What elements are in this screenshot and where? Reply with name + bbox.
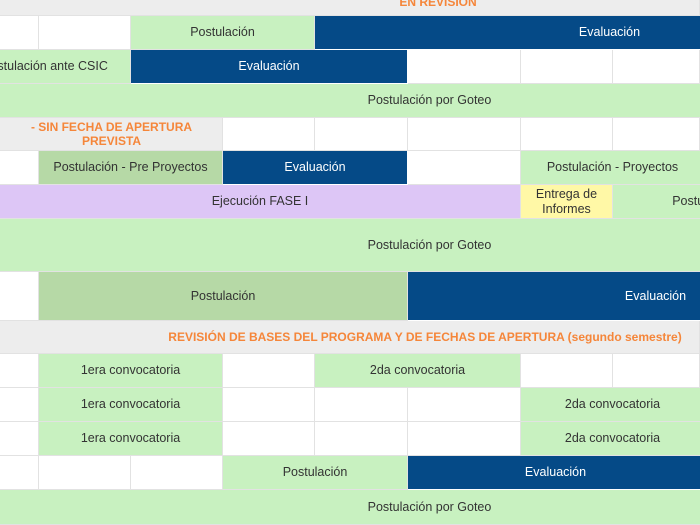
empty-cell [613, 354, 700, 388]
schedule-cell: Evaluación [131, 50, 408, 84]
empty-cell [315, 118, 408, 151]
empty-cell [408, 388, 521, 422]
empty-cell [408, 422, 521, 456]
empty-cell [223, 388, 315, 422]
schedule-cell: 2da convocatoria [521, 422, 700, 456]
empty-cell [408, 151, 521, 185]
schedule-cell: Postulación [223, 456, 408, 490]
schedule-cell: Evaluación [408, 456, 700, 490]
schedule-cell: Postulación [613, 185, 700, 219]
header-background [0, 118, 223, 151]
header-background [0, 321, 700, 354]
schedule-cell: 1era convocatoria [39, 354, 223, 388]
section-header: EN REVISIÓN [399, 0, 477, 10]
section-header: REVISIÓN DE BASES DEL PROGRAMA Y DE FECH… [168, 329, 682, 344]
empty-cell [408, 50, 521, 84]
empty-cell [0, 456, 39, 490]
schedule-cell: Postulación ante CSIC [0, 50, 131, 84]
schedule-cell: Postulación por Goteo [0, 490, 700, 525]
empty-cell [131, 456, 223, 490]
schedule-cell: 1era convocatoria [39, 422, 223, 456]
schedule-cell: Postulación - Pre Proyectos [39, 151, 223, 185]
section-header: - SIN FECHA DE APERTURA PREVISTA [30, 119, 193, 148]
schedule-cell: 2da convocatoria [521, 388, 700, 422]
empty-cell [408, 118, 521, 151]
empty-cell [39, 16, 131, 50]
empty-cell [223, 354, 315, 388]
schedule-cell: Evaluación [408, 272, 700, 321]
empty-cell [223, 118, 315, 151]
empty-cell [39, 456, 131, 490]
empty-cell [521, 50, 613, 84]
empty-cell [315, 388, 408, 422]
empty-cell [0, 354, 39, 388]
schedule-cell: Postulación por Goteo [0, 219, 700, 272]
schedule-cell: Evaluación [315, 16, 700, 50]
schedule-cell: Postulación [39, 272, 408, 321]
schedule-cell: Ejecución FASE I [0, 185, 521, 219]
empty-cell [223, 422, 315, 456]
schedule-cell: Entrega de Informes [521, 185, 613, 219]
empty-cell [0, 272, 39, 321]
schedule-cell: Postulación - Proyectos [521, 151, 700, 185]
schedule-cell: Evaluación [223, 151, 408, 185]
empty-cell [315, 422, 408, 456]
empty-cell [613, 118, 700, 151]
schedule-cell: Postulación por Goteo [0, 84, 700, 118]
empty-cell [0, 151, 39, 185]
empty-cell [0, 16, 39, 50]
schedule-cell: 1era convocatoria [39, 388, 223, 422]
empty-cell [0, 422, 39, 456]
empty-cell [613, 50, 700, 84]
schedule-cell: Postulación [131, 16, 315, 50]
empty-cell [521, 118, 613, 151]
empty-cell [0, 388, 39, 422]
empty-cell [521, 354, 613, 388]
schedule-cell: 2da convocatoria [315, 354, 521, 388]
